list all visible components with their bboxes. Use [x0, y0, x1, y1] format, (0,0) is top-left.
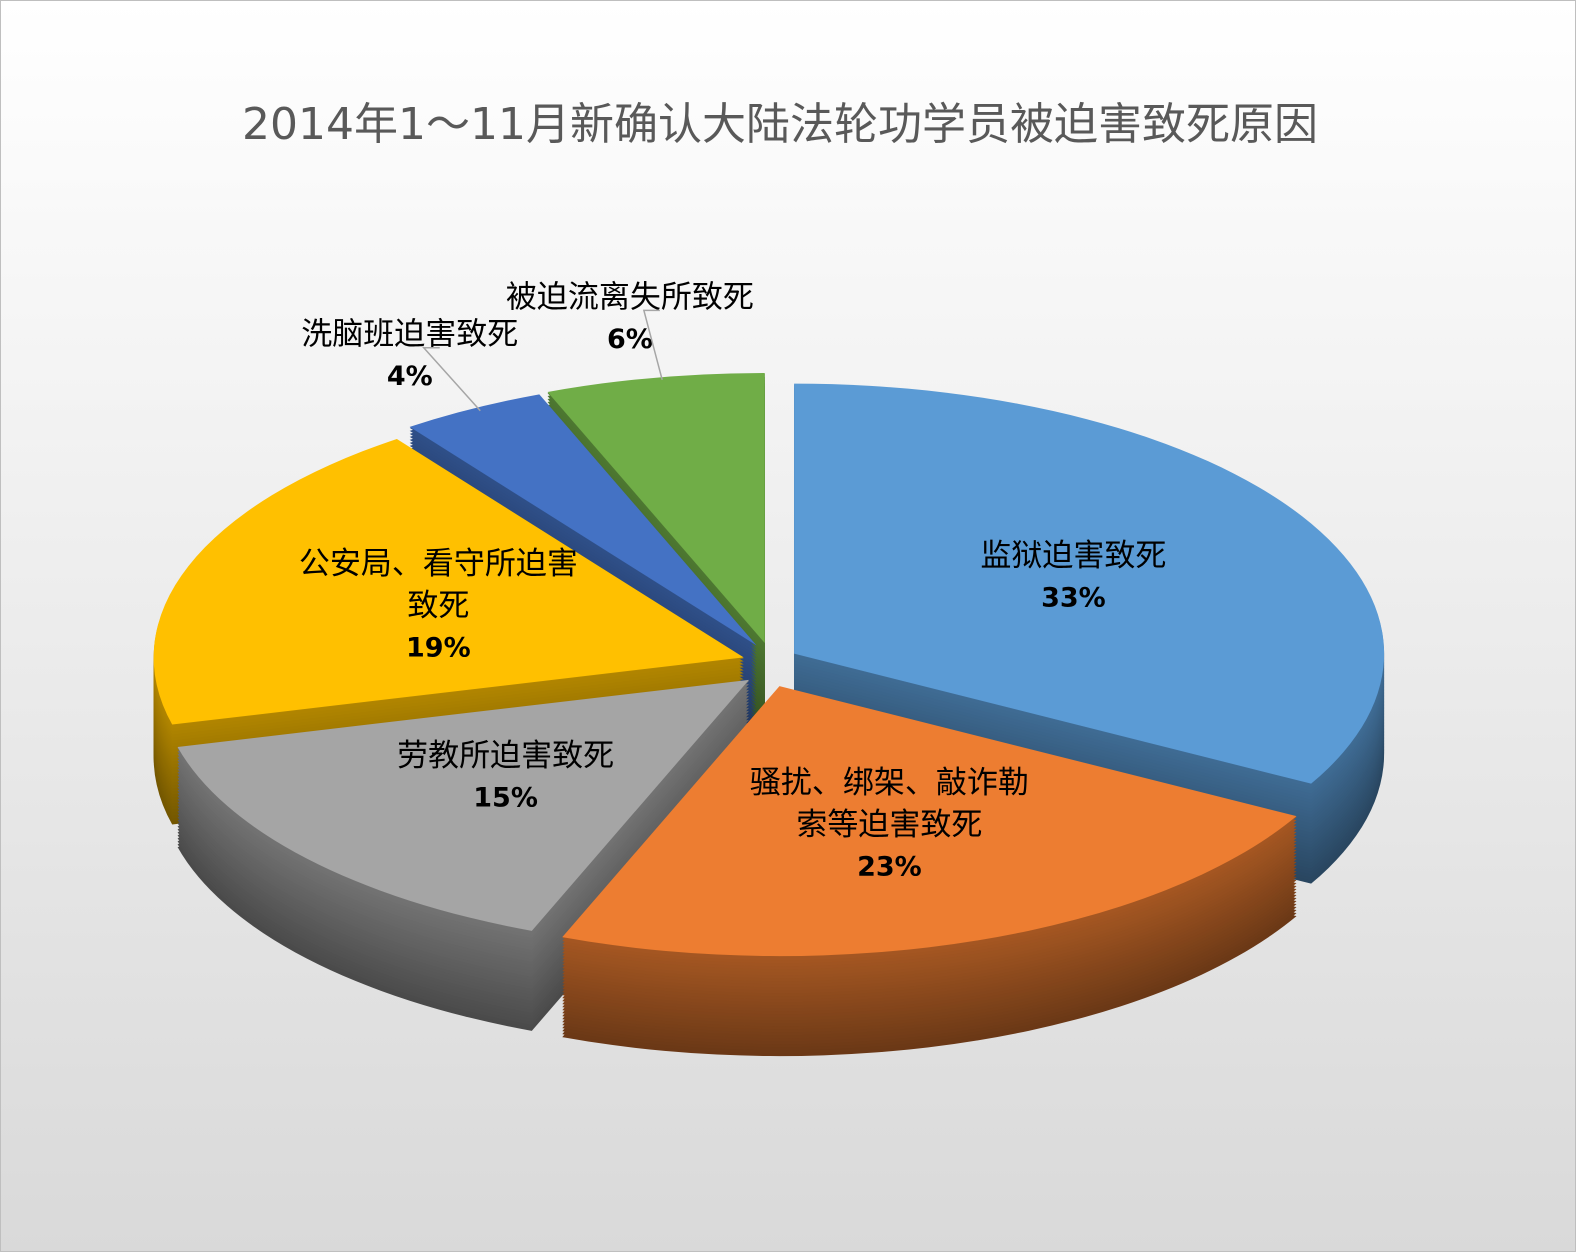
value-label: 15% [473, 783, 538, 814]
slice-group [177, 679, 749, 1031]
category-label: 公安局、看守所迫害致死 [299, 546, 578, 624]
slice [177, 679, 749, 931]
category-label: 洗脑班迫害致死 [301, 316, 518, 352]
category-label: 劳教所迫害致死 [397, 738, 614, 774]
slice [562, 686, 1297, 957]
slice-group [562, 686, 1297, 1057]
slice [547, 372, 765, 643]
value-label: 6% [607, 324, 653, 355]
leader-line [642, 309, 663, 380]
slice-group [794, 383, 1385, 884]
value-label: 33% [1041, 583, 1106, 614]
category-label: 被迫流离失所致死 [506, 279, 754, 315]
slice [794, 383, 1385, 784]
value-label: 4% [387, 361, 433, 392]
value-label: 19% [406, 633, 471, 664]
slice [409, 394, 757, 646]
value-label: 23% [857, 851, 922, 882]
category-label: 骚扰、绑架、敲诈勒索等迫害致死 [750, 764, 1029, 842]
category-label: 监狱迫害致死 [980, 538, 1166, 574]
chart-title: 2014年1～11月新确认大陆法轮功学员被迫害致死原因 [242, 99, 1318, 150]
slice [153, 438, 744, 725]
leader-line [422, 346, 481, 412]
